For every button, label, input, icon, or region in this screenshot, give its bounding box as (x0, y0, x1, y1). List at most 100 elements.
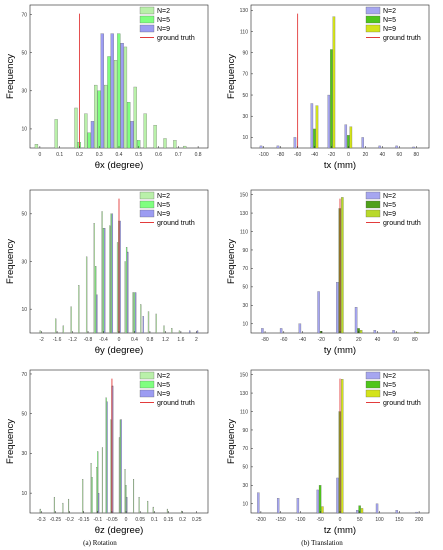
bar-N2-1 (53, 496, 55, 514)
y-tick-label: 70 (21, 372, 27, 378)
bar-N2-0 (39, 508, 41, 514)
bar-N2-3 (317, 291, 320, 334)
x-tick-label: 0.5 (135, 152, 142, 158)
x-tick-label: 1.2 (162, 337, 169, 343)
bar-N2-1 (279, 328, 283, 334)
legend-label: N=9 (383, 211, 396, 218)
y-tick-label: 50 (21, 411, 27, 417)
x-tick-label: -60 (280, 337, 287, 343)
y-axis-label: Frequency (5, 239, 16, 284)
y-tick-label: 30 (21, 259, 27, 265)
bar-N2-9 (116, 242, 119, 334)
legend-swatch (365, 191, 381, 200)
bar-N2-7 (101, 211, 103, 334)
bar-N2-0 (257, 492, 260, 514)
y-tick-label: 70 (21, 12, 27, 18)
bar-N2-0 (34, 144, 39, 149)
y-tick-label: 30 (242, 483, 248, 489)
legend-swatch (365, 371, 381, 380)
bar-N9-0 (315, 105, 319, 149)
chart-panel-1: -100 -80 -60 -40 -20 0 20 40 60 80 10 30 50 70 90 110 13… (226, 4, 430, 171)
legend-label-ground-truth: ground truth (157, 400, 195, 407)
bar-N2-2 (298, 323, 302, 334)
x-tick-label: 60 (397, 152, 403, 158)
y-axis-label: Frequency (5, 419, 16, 464)
bar-N2-14 (152, 506, 154, 514)
bar-N5-0 (91, 477, 93, 514)
x-tick-label: -20 (328, 152, 335, 158)
bar-N2-11 (132, 292, 134, 334)
x-tick-label: 0.2 (76, 152, 83, 158)
x-tick-label: 0.2 (179, 517, 186, 523)
x-tick-label: -100 (259, 152, 269, 158)
y-tick-label: 150 (240, 372, 249, 378)
bar-N2-6 (375, 503, 379, 514)
y-tick-label: 110 (240, 409, 248, 415)
legend-swatch (139, 200, 155, 209)
x-tick-label: 50 (357, 517, 363, 523)
y-tick-label: 130 (240, 211, 249, 217)
x-tick-label: 0.1 (56, 152, 63, 158)
x-tick-label: 0.05 (135, 517, 145, 523)
bar-N2-7 (123, 46, 128, 149)
x-tick-label: 60 (393, 337, 399, 343)
x-axis-label: tx (mm) (324, 160, 356, 171)
y-tick-label: 90 (242, 248, 248, 254)
bar-N2-3 (316, 489, 319, 514)
legend: N=2 N=5 N=9 ground truth (365, 371, 421, 407)
legend-label: N=2 (157, 8, 170, 15)
legend-swatch (139, 380, 155, 389)
bar-N2-7 (101, 447, 103, 514)
bar-N5-5 (133, 292, 135, 334)
bar-N5-0 (313, 128, 316, 149)
bar-N2-7 (395, 510, 398, 514)
y-tick-label: 70 (242, 266, 248, 272)
bar-N9-1 (106, 401, 108, 514)
legend-label: N=5 (383, 17, 396, 24)
bar-N2-2 (62, 502, 64, 514)
x-tick-label: -100 (295, 517, 305, 523)
caption-translation: (b) Translation (301, 539, 343, 547)
x-tick-label: 2 (195, 337, 198, 343)
legend-swatch (139, 24, 155, 33)
y-tick-label: 30 (21, 89, 27, 95)
legend-swatch (365, 15, 381, 24)
x-tick-label: -0.05 (106, 517, 118, 523)
bar-N2-8 (109, 225, 111, 334)
bar-N5-3 (107, 56, 111, 149)
bar-N2-4 (82, 479, 84, 514)
bar-N2-8 (110, 419, 112, 514)
bar-N9-0 (96, 294, 98, 334)
legend-label: N=2 (383, 373, 396, 380)
legend-swatch (139, 209, 155, 218)
x-tick-label: 20 (356, 337, 362, 343)
bar-N2-3 (310, 103, 314, 149)
legend-swatch (365, 389, 381, 398)
bar-N2-0 (39, 330, 41, 334)
x-tick-label: -40 (311, 152, 318, 158)
legend-label: N=9 (157, 391, 170, 398)
chart-panel-3: -80 -60 -40 -20 0 20 40 60 80 10 30 50 70 90 110 130 150… (226, 189, 430, 356)
x-axis-label: ty (mm) (324, 345, 356, 356)
y-tick-label: 150 (240, 192, 249, 198)
bar-N2-1 (54, 119, 58, 149)
legend-swatch (139, 15, 155, 24)
bar-N2-9 (412, 146, 415, 149)
bar-N2-6 (93, 223, 95, 334)
bar-N2-12 (173, 140, 177, 149)
y-tick-label: 130 (240, 391, 249, 397)
y-tick-label: 70 (242, 446, 248, 452)
x-tick-label: -1.6 (53, 337, 62, 343)
x-tick-label: -80 (261, 337, 268, 343)
x-tick-label: -1.2 (68, 337, 77, 343)
x-tick-label: -0.3 (37, 517, 46, 523)
bar-N2-10 (124, 261, 126, 334)
bar-N9-5 (134, 292, 137, 334)
y-tick-label: 10 (242, 135, 248, 141)
bar-N2-13 (183, 145, 187, 149)
y-tick-label: 30 (242, 303, 248, 309)
bar-N2-10 (124, 469, 126, 514)
x-tick-label: -0.8 (84, 337, 93, 343)
bar-N2-5 (90, 463, 92, 514)
